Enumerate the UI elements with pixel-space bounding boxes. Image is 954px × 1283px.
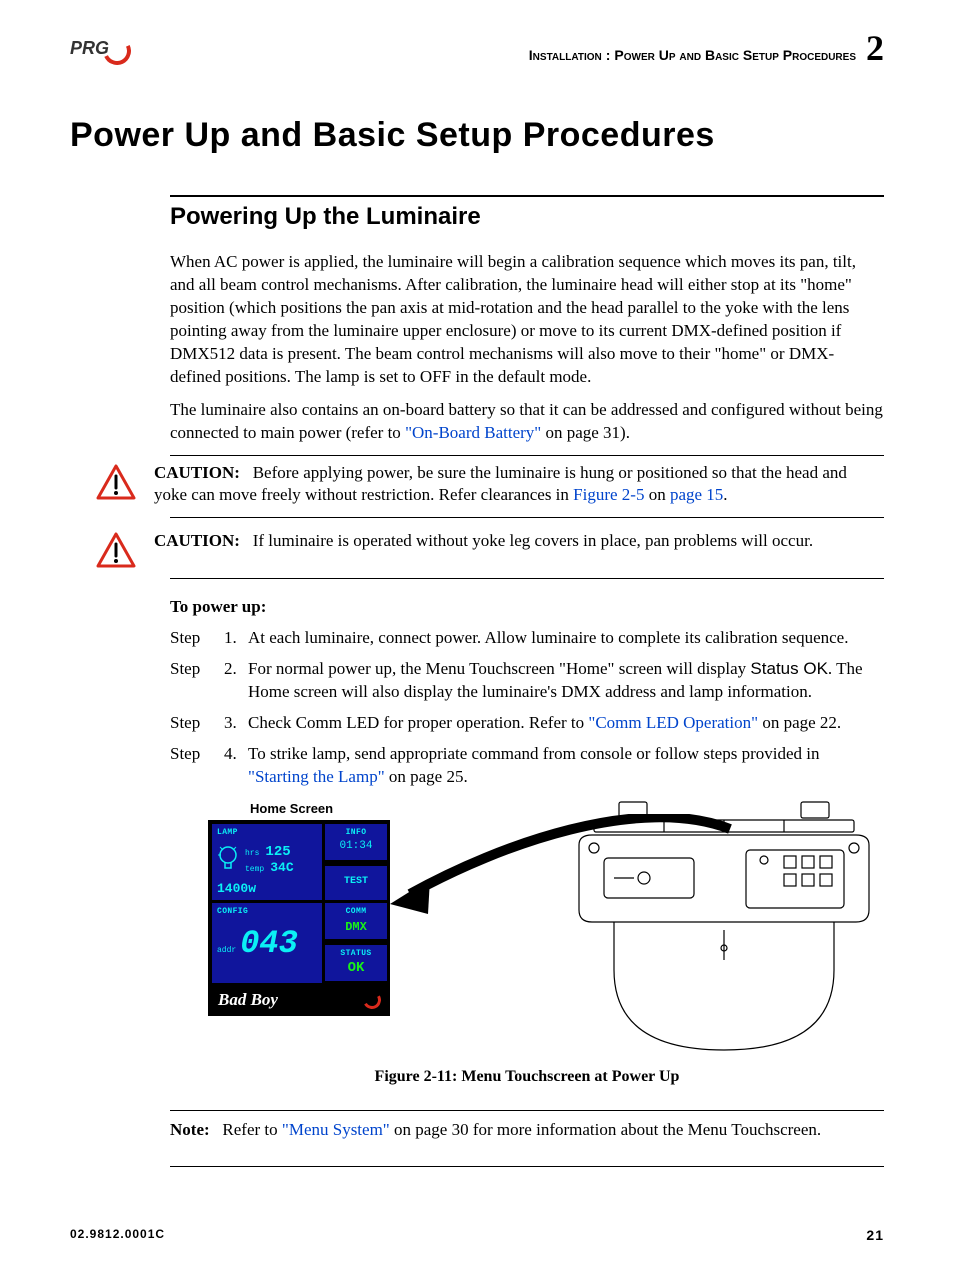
breadcrumb-topic: Power Up and Basic Setup Procedures	[614, 47, 856, 63]
brand-logo: PRG	[70, 31, 131, 65]
note-pre: Refer to	[222, 1120, 281, 1139]
starting-lamp-link[interactable]: "Starting the Lamp"	[248, 767, 385, 786]
paragraph-1: When AC power is applied, the luminaire …	[170, 251, 884, 389]
figure-caption: Figure 2-11: Menu Touchscreen at Power U…	[170, 1068, 884, 1086]
ts-info-panel: INFO 01:34	[325, 824, 387, 860]
note-rule-top	[170, 1110, 884, 1111]
step-body: For normal power up, the Menu Touchscree…	[248, 658, 884, 704]
ts-watt: 1400w	[217, 881, 317, 896]
figure-2-11: Home Screen LAMP hrs 125 temp 34C	[170, 801, 884, 1086]
device-illustration	[564, 800, 884, 1060]
chapter-number: 2	[866, 30, 884, 66]
note-post: on page 30 for more information about th…	[390, 1120, 821, 1139]
step-4: Step 4. To strike lamp, send appropriate…	[170, 743, 884, 789]
menu-system-link[interactable]: "Menu System"	[282, 1120, 390, 1139]
step-4-pre: To strike lamp, send appropriate command…	[248, 744, 819, 763]
page-title: Power Up and Basic Setup Procedures	[70, 116, 884, 155]
ts-lamp-panel: LAMP hrs 125 temp 34C 1400w	[212, 824, 322, 900]
step-body: At each luminaire, connect power. Allow …	[248, 627, 884, 650]
step-4-post: on page 25.	[385, 767, 468, 786]
on-board-battery-link[interactable]: "On-Board Battery"	[405, 423, 541, 442]
step-label: Step	[170, 627, 224, 650]
caution-label: CAUTION:	[154, 531, 240, 550]
step-1: Step 1. At each luminaire, connect power…	[170, 627, 884, 650]
breadcrumb-section: Installation	[529, 47, 602, 63]
ts-addr-label: addr	[217, 946, 236, 955]
caution-2-body: If luminaire is operated without yoke le…	[253, 531, 813, 550]
ts-status-title: STATUS	[330, 949, 382, 958]
status-ok-inline: Status OK	[750, 659, 827, 678]
step-2: Step 2. For normal power up, the Menu To…	[170, 658, 884, 704]
step-body: To strike lamp, send appropriate command…	[248, 743, 884, 789]
steps: To power up: Step 1. At each luminaire, …	[170, 597, 884, 1167]
ts-info-value: 01:34	[330, 840, 382, 852]
ts-test-panel: TEST	[325, 866, 387, 900]
ts-hrs-value: 125	[265, 844, 290, 860]
caution-1a: Before applying power, be sure the lumin…	[154, 463, 847, 505]
caution-1b: .	[723, 485, 727, 504]
ts-status-panel: STATUS OK	[325, 945, 387, 981]
breadcrumb: Installation : Power Up and Basic Setup …	[529, 30, 884, 66]
step-number: 2.	[224, 658, 248, 704]
touchscreen-mock: LAMP hrs 125 temp 34C 1400w	[208, 820, 390, 1016]
step-label: Step	[170, 743, 224, 789]
page-15-link[interactable]: page 15	[670, 485, 723, 504]
page-header: PRG Installation : Power Up and Basic Se…	[70, 30, 884, 66]
note: Note: Refer to "Menu System" on page 30 …	[170, 1119, 884, 1142]
ts-config-title: CONFIG	[217, 907, 317, 916]
comm-led-link[interactable]: "Comm LED Operation"	[588, 713, 758, 732]
ts-footer: Bad Boy	[212, 986, 387, 1012]
p2-b: on page 31).	[541, 423, 630, 442]
caution-2-text: CAUTION: If luminaire is operated withou…	[154, 530, 813, 553]
step-number: 1.	[224, 627, 248, 650]
section-title: Powering Up the Luminaire	[170, 203, 884, 231]
caution-rule-bottom-1	[170, 517, 884, 518]
step-label: Step	[170, 658, 224, 704]
warning-icon	[96, 464, 136, 500]
ts-status-value: OK	[330, 960, 382, 976]
page: PRG Installation : Power Up and Basic Se…	[0, 0, 954, 1283]
caution-1mid: on	[644, 485, 670, 504]
swoosh-icon	[361, 989, 383, 1011]
caution-label: CAUTION:	[154, 463, 240, 482]
figure-2-5-link[interactable]: Figure 2-5	[573, 485, 644, 504]
ts-comm-title: COMM	[330, 907, 382, 916]
note-label: Note:	[170, 1120, 210, 1139]
caution-rule-bottom-2	[170, 578, 884, 579]
step-3-post: on page 22.	[758, 713, 841, 732]
ts-comm-panel: COMM DMX	[325, 903, 387, 939]
paragraph-2: The luminaire also contains an on-board …	[170, 399, 884, 445]
step-3: Step 3. Check Comm LED for proper operat…	[170, 712, 884, 735]
steps-heading: To power up:	[170, 597, 884, 617]
step-label: Step	[170, 712, 224, 735]
ts-addr-value: 043	[240, 928, 298, 960]
ts-lamp-title: LAMP	[217, 828, 317, 837]
warning-icon	[96, 532, 136, 568]
ts-temp-value: 34C	[270, 860, 293, 875]
step-3-pre: Check Comm LED for proper operation. Ref…	[248, 713, 588, 732]
ts-comm-value: DMX	[330, 920, 382, 934]
bulb-icon	[217, 844, 239, 874]
section-rule	[170, 195, 884, 197]
breadcrumb-sep: :	[606, 47, 611, 63]
section: Powering Up the Luminaire When AC power …	[170, 195, 884, 445]
step-number: 4.	[224, 743, 248, 789]
caution-1: CAUTION: Before applying power, be sure …	[96, 462, 884, 508]
caution-rule-top-1	[170, 455, 884, 456]
caution-1-text: CAUTION: Before applying power, be sure …	[154, 462, 884, 508]
step-number: 3.	[224, 712, 248, 735]
ts-config-panel: CONFIG addr 043	[212, 903, 322, 983]
ts-footer-brand: Bad Boy	[218, 990, 278, 1010]
step-2-pre: For normal power up, the Menu Touchscree…	[248, 659, 750, 678]
note-rule-bottom	[170, 1166, 884, 1167]
ts-temp-label: temp	[245, 865, 264, 874]
step-body: Check Comm LED for proper operation. Ref…	[248, 712, 884, 735]
ts-hrs-label: hrs	[245, 849, 259, 858]
caution-2: CAUTION: If luminaire is operated withou…	[96, 530, 884, 568]
ts-info-title: INFO	[330, 828, 382, 837]
